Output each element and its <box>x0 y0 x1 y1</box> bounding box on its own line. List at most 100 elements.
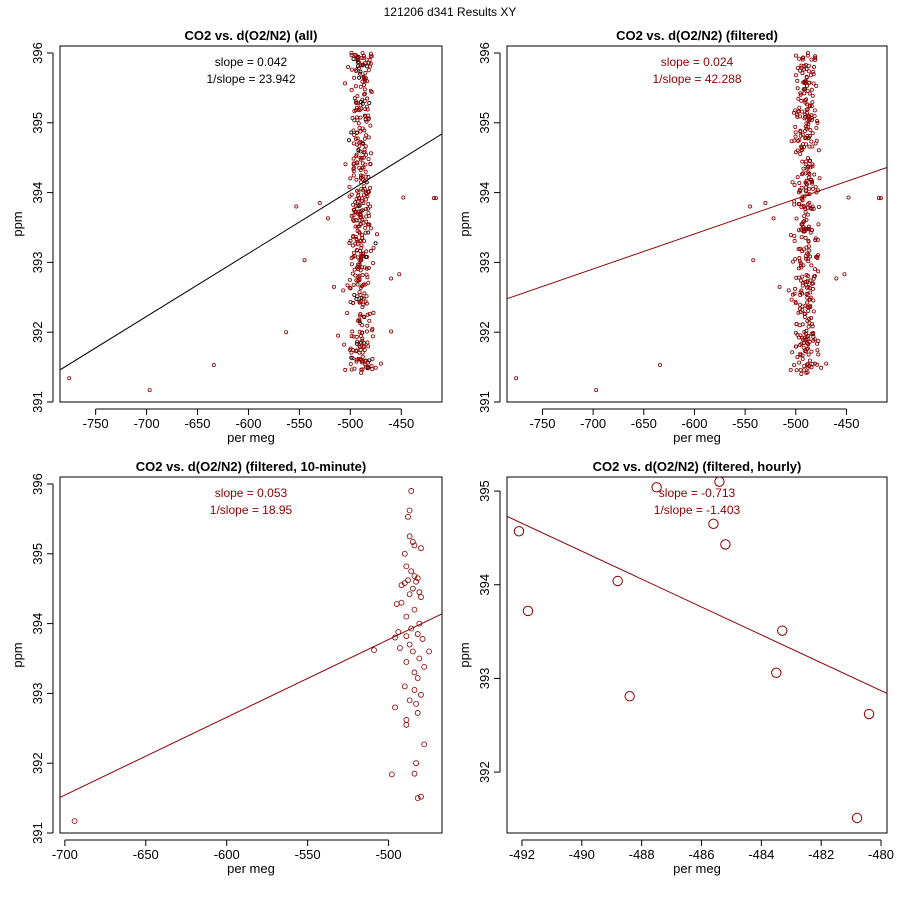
scatter-point <box>799 288 804 293</box>
chart-title: CO2 vs. d(O2/N2) (filtered, 10-minute) <box>136 459 366 474</box>
scatter-point <box>355 64 360 69</box>
scatter-point <box>360 161 365 166</box>
scatter-point <box>801 345 806 350</box>
scatter-point <box>802 91 807 96</box>
scatter-point <box>357 203 362 208</box>
scatter-point <box>804 181 809 186</box>
scatter-point <box>363 230 368 235</box>
scatter-point <box>805 285 810 290</box>
scatter-point <box>792 233 797 238</box>
scatter-point <box>343 367 348 372</box>
y-tick-label: 391 <box>30 391 45 413</box>
scatter-point <box>816 205 821 210</box>
scatter-point <box>801 368 806 373</box>
scatter-point <box>355 100 360 105</box>
scatter-point <box>368 123 373 128</box>
scatter-point <box>802 98 807 103</box>
y-tick-label: 394 <box>30 182 45 204</box>
scatter-point <box>793 150 798 155</box>
scatter-point <box>806 308 811 313</box>
scatter-point <box>799 335 804 340</box>
scatter-point <box>810 117 815 122</box>
chart-panel-3: CO2 vs. d(O2/N2) (filtered, 10-minute) pe… <box>10 459 443 876</box>
x-axis-label: per meg <box>673 430 721 445</box>
scatter-point <box>793 108 798 113</box>
slope-annotation: slope = 0.042 <box>215 55 288 69</box>
scatter-point <box>798 68 803 73</box>
scatter-point <box>351 217 356 222</box>
scatter-point <box>362 77 367 82</box>
scatter-point <box>803 114 808 119</box>
scatter-point <box>594 388 599 393</box>
scatter-point <box>393 601 400 607</box>
scatter-point <box>359 106 364 111</box>
scatter-point <box>354 237 359 242</box>
scatter-point <box>362 98 367 103</box>
scatter-point <box>403 613 410 620</box>
scatter-point <box>370 326 375 331</box>
scatter-point <box>294 204 299 209</box>
scatter-point <box>317 201 322 206</box>
scatter-point <box>358 239 363 244</box>
x-tick-label: -600 <box>214 847 240 862</box>
scatter-point <box>362 150 367 155</box>
scatter-point <box>418 594 424 600</box>
scatter-point <box>363 144 368 149</box>
scatter-point <box>357 273 362 278</box>
scatter-point <box>367 318 372 323</box>
scatter-point <box>302 258 307 263</box>
scatter-point <box>413 578 420 585</box>
x-tick-label: -650 <box>185 416 211 431</box>
scatter-point <box>800 71 805 76</box>
scatter-point <box>805 370 810 375</box>
scatter-point <box>414 631 421 637</box>
y-tick-label: 396 <box>30 473 45 495</box>
scatter-point <box>804 67 809 72</box>
scatter-point <box>808 290 813 295</box>
chart-title: CO2 vs. d(O2/N2) (filtered) <box>616 28 778 43</box>
scatter-point <box>354 152 359 157</box>
scatter-point <box>147 388 152 393</box>
scatter-point <box>367 57 372 62</box>
scatter-point <box>802 364 807 369</box>
x-tick-label: -490 <box>569 847 595 862</box>
scatter-point <box>810 162 815 167</box>
x-tick-label: -500 <box>337 416 363 431</box>
scatter-point <box>352 75 357 80</box>
scatter-point <box>803 349 808 354</box>
scatter-point <box>358 129 363 134</box>
scatter-point <box>354 297 359 302</box>
scatter-point <box>802 214 807 219</box>
inverse-slope-annotation: 1/slope = -1.403 <box>654 503 741 517</box>
scatter-point <box>348 362 353 367</box>
scatter-point <box>812 361 817 366</box>
scatter-point <box>366 280 371 285</box>
y-tick-label: 393 <box>30 683 45 705</box>
scatter-point <box>369 363 374 368</box>
scatter-point <box>792 202 797 207</box>
scatter-point <box>809 263 814 268</box>
scatter-point <box>421 741 428 748</box>
scatter-point <box>349 213 354 218</box>
scatter-point <box>359 265 364 270</box>
scatter-point <box>805 107 810 112</box>
scatter-point <box>360 305 365 310</box>
scatter-point <box>357 231 362 236</box>
scatter-point <box>808 205 813 210</box>
scatter-point <box>357 263 362 268</box>
scatter-point <box>801 341 806 346</box>
scatter-point <box>363 70 368 75</box>
scatter-point <box>801 203 806 208</box>
scatter-point <box>368 248 373 253</box>
scatter-point <box>805 83 810 88</box>
scatter-point <box>351 173 356 178</box>
scatter-point <box>793 299 798 304</box>
scatter-point <box>812 172 817 177</box>
scatter-point <box>360 251 365 256</box>
scatter-point <box>405 513 411 520</box>
scatter-point <box>786 288 791 293</box>
scatter-point <box>797 306 802 311</box>
scatter-point <box>802 329 807 334</box>
scatter-point <box>803 136 808 141</box>
scatter-point <box>358 311 363 316</box>
